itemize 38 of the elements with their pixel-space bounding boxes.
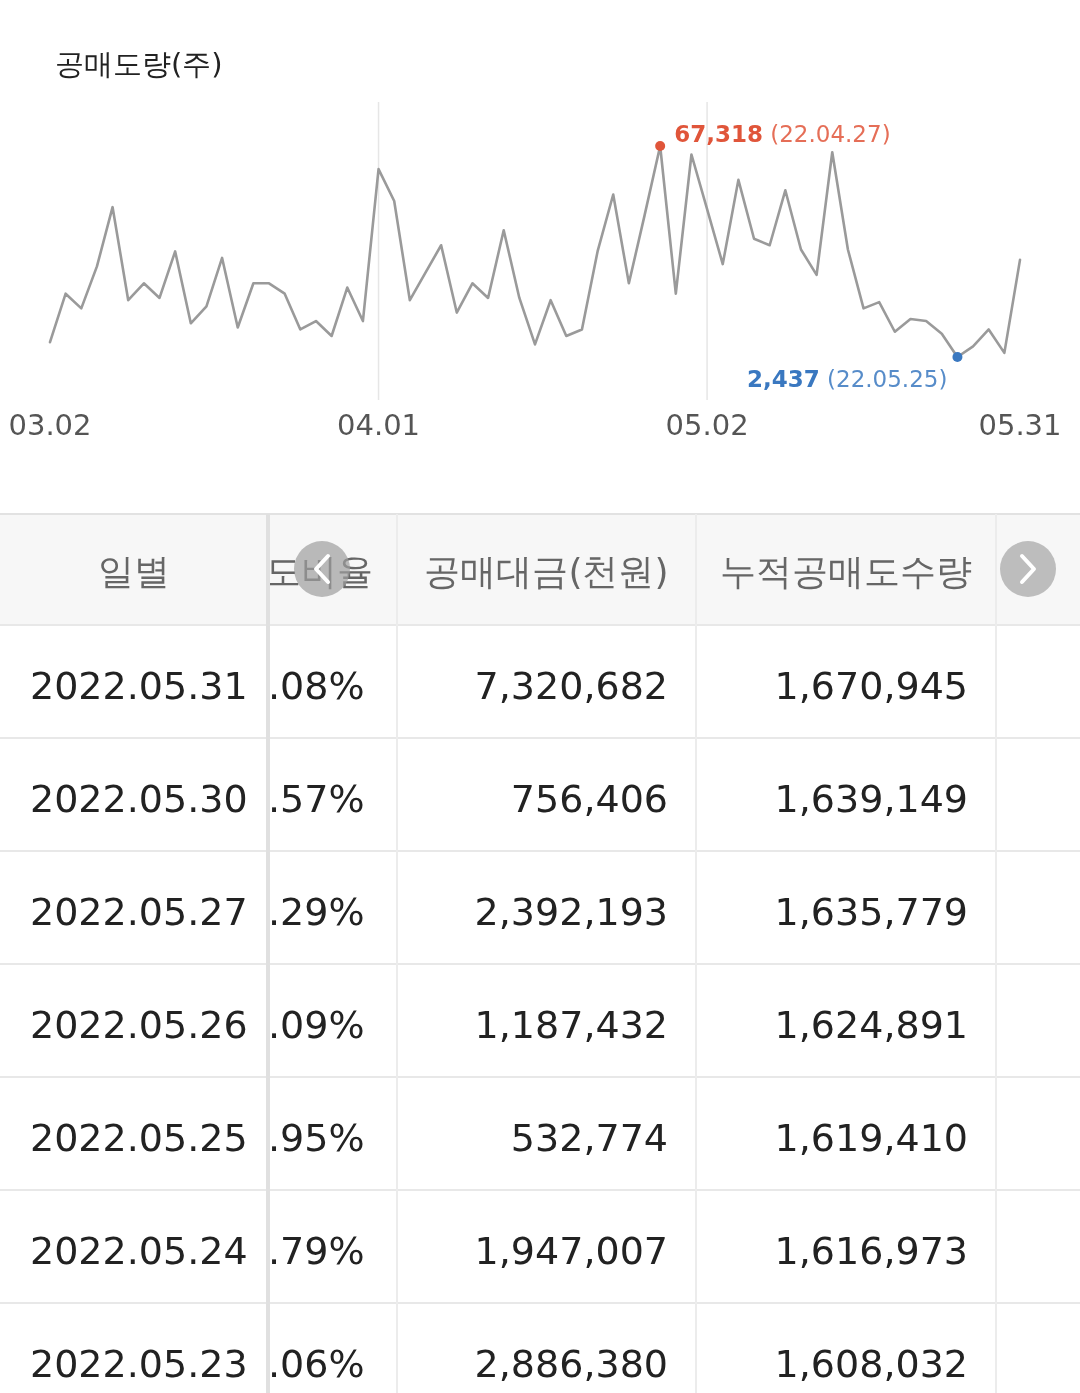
chart-title: 공매도량(주) [55, 47, 223, 81]
x-tick-label: 03.02 [8, 408, 92, 442]
text: 756,406 [510, 777, 668, 821]
text: .08% [268, 664, 365, 708]
text: .95% [268, 1116, 365, 1160]
text: 532,774 [510, 1116, 668, 1160]
text: 1,639,149 [774, 777, 968, 821]
category-label: 공매대금(천원) [424, 551, 669, 592]
text: 7,320,682 [474, 664, 668, 708]
x-tick-label: 04.01 [337, 408, 421, 442]
text: 2022.05.25 [30, 1116, 248, 1160]
text: 2022.05.23 [30, 1342, 248, 1386]
x-tick-label: 05.02 [665, 408, 749, 442]
text: 1,187,432 [474, 1003, 668, 1047]
text: 1,947,007 [474, 1229, 668, 1273]
text: .09% [268, 1003, 365, 1047]
text: 1,619,410 [774, 1116, 968, 1160]
category-label: 누적공매도수량 [720, 551, 972, 592]
text: 1,635,779 [774, 890, 968, 934]
text: 2022.05.26 [30, 1003, 248, 1047]
data-label: 67,318 (22.04.27) [674, 121, 891, 147]
text: 2022.05.27 [30, 890, 248, 934]
x-tick-label: 05.31 [978, 408, 1062, 442]
text: 1,616,973 [774, 1229, 968, 1273]
text: 1,608,032 [774, 1342, 968, 1386]
text: .79% [268, 1229, 365, 1273]
text: .29% [268, 890, 365, 934]
data-label: 2,437 (22.05.25) [746, 366, 948, 392]
text: 1,670,945 [774, 664, 968, 708]
text: 2022.05.30 [30, 777, 248, 821]
text: .57% [268, 777, 365, 821]
text: 2022.05.24 [30, 1229, 248, 1273]
category-label: 일별 [98, 551, 170, 592]
text: 2022.05.31 [30, 664, 248, 708]
text: 2,886,380 [474, 1342, 668, 1386]
text: 1,624,891 [774, 1003, 968, 1047]
text: 2,392,193 [474, 890, 668, 934]
text: .06% [268, 1342, 365, 1386]
